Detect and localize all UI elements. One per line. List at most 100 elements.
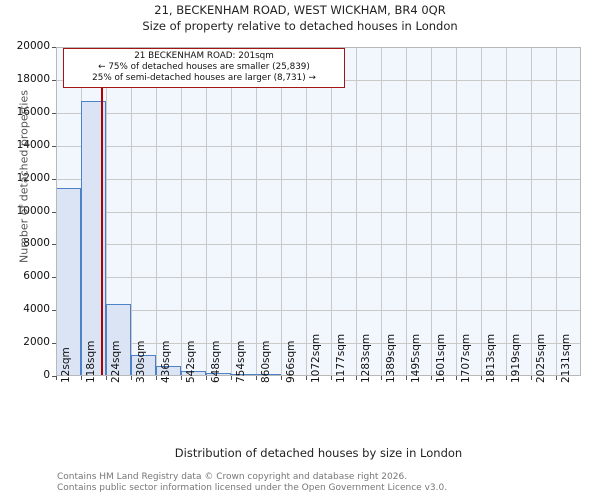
- chart-title-block: 21, BECKENHAM ROAD, WEST WICKHAM, BR4 0Q…: [0, 2, 600, 34]
- gridline-vertical: [531, 47, 532, 376]
- x-axis-tick-label: 2025sqm: [535, 333, 547, 383]
- y-axis-tick-mark: [52, 47, 56, 48]
- x-axis-tick-mark: [231, 376, 232, 380]
- x-axis-tick-mark: [381, 376, 382, 380]
- y-axis-tick-label: 2000: [23, 336, 50, 349]
- x-axis-tick-mark: [106, 376, 107, 380]
- annotation-line-1: 21 BECKENHAM ROAD: 201sqm: [134, 51, 274, 61]
- y-axis-tick-label: 10000: [16, 204, 50, 217]
- chart-title-primary: 21, BECKENHAM ROAD, WEST WICKHAM, BR4 0Q…: [154, 3, 446, 17]
- x-axis-tick-mark: [431, 376, 432, 380]
- gridline-vertical: [206, 47, 207, 376]
- x-axis-tick-mark: [181, 376, 182, 380]
- gridline-horizontal: [56, 211, 581, 213]
- x-axis-tick-mark: [556, 376, 557, 380]
- x-axis-tick-label: 1919sqm: [510, 333, 522, 383]
- gridline-horizontal: [56, 310, 581, 312]
- gridline-vertical: [381, 47, 382, 376]
- y-axis-tick-label: 0: [43, 369, 50, 381]
- x-axis-tick-label: 1813sqm: [485, 333, 497, 383]
- y-axis-tick-mark: [52, 376, 56, 377]
- x-axis-tick-label: 330sqm: [135, 340, 147, 383]
- x-axis-tick-mark: [56, 376, 57, 380]
- property-marker-line: [100, 47, 103, 376]
- x-axis-tick-label: 1072sqm: [310, 333, 322, 383]
- x-axis-tick-label: 12sqm: [60, 347, 72, 383]
- gridline-vertical: [356, 47, 357, 376]
- y-axis-tick-mark: [52, 244, 56, 246]
- y-axis-tick-label: 16000: [16, 105, 50, 118]
- y-axis-tick-label: 12000: [16, 171, 50, 184]
- x-axis-tick-label: 1707sqm: [460, 333, 472, 383]
- x-axis-tick-label: 966sqm: [285, 340, 297, 383]
- y-axis-tick-label: 20000: [16, 40, 50, 52]
- y-axis-tick-mark: [52, 112, 56, 114]
- x-axis-tick-mark: [206, 376, 207, 380]
- gridline-horizontal: [56, 112, 581, 114]
- x-axis-tick-label: 2131sqm: [560, 333, 572, 383]
- gridline-vertical: [156, 47, 157, 376]
- x-axis-tick-mark: [356, 376, 357, 380]
- annotation-line-3: 25% of semi-detached houses are larger (…: [92, 73, 316, 83]
- gridline-horizontal: [56, 244, 581, 246]
- chart-title-secondary: Size of property relative to detached ho…: [142, 19, 458, 33]
- y-axis-tick-mark: [52, 277, 56, 279]
- x-axis-tick-label: 542sqm: [185, 340, 197, 383]
- gridline-horizontal: [56, 277, 581, 279]
- plot-area: [56, 47, 581, 376]
- x-axis-tick-label: 1601sqm: [435, 333, 447, 383]
- footer-line-1: Contains HM Land Registry data © Crown c…: [57, 472, 408, 482]
- gridline-vertical: [331, 47, 332, 376]
- histogram-bar: [106, 303, 131, 376]
- x-axis-tick-label: 1389sqm: [385, 333, 397, 383]
- y-axis-tick-mark: [52, 145, 56, 147]
- y-axis-tick-mark: [52, 343, 56, 345]
- x-axis-tick-mark: [406, 376, 407, 380]
- gridline-vertical: [456, 47, 457, 376]
- x-axis-tick-mark: [306, 376, 307, 380]
- y-axis-tick-label: 18000: [16, 72, 50, 85]
- x-axis-tick-label: 860sqm: [260, 340, 272, 383]
- gridline-vertical: [431, 47, 432, 376]
- gridline-horizontal: [56, 145, 581, 147]
- gridline-vertical: [406, 47, 407, 376]
- gridline-vertical: [181, 47, 182, 376]
- x-axis-tick-mark: [531, 376, 532, 380]
- annotation-line-2: ← 75% of detached houses are smaller (25…: [98, 62, 310, 72]
- y-axis-tick-label: 8000: [23, 237, 50, 250]
- gridline-vertical: [556, 47, 557, 376]
- gridline-vertical: [306, 47, 307, 376]
- x-axis-title: Distribution of detached houses by size …: [174, 446, 463, 460]
- y-axis-tick-label: 4000: [23, 303, 50, 316]
- marker-annotation-box: 21 BECKENHAM ROAD: 201sqm ← 75% of detac…: [63, 48, 345, 88]
- y-axis-tick-label: 6000: [23, 270, 50, 283]
- x-axis-tick-mark: [331, 376, 332, 380]
- x-axis-tick-mark: [506, 376, 507, 380]
- gridline-vertical: [506, 47, 507, 376]
- x-axis-tick-label: 118sqm: [85, 340, 97, 383]
- gridline-vertical: [281, 47, 282, 376]
- y-axis-tick-mark: [52, 79, 56, 81]
- x-axis-tick-label: 648sqm: [210, 340, 222, 383]
- x-axis-tick-label: 1283sqm: [360, 333, 372, 383]
- gridline-vertical: [481, 47, 482, 376]
- x-axis-tick-mark: [456, 376, 457, 380]
- x-axis-tick-label: 436sqm: [160, 340, 172, 383]
- gridline-vertical: [131, 47, 132, 376]
- y-axis-tick-mark: [52, 211, 56, 213]
- gridline-vertical: [231, 47, 232, 376]
- x-axis-tick-mark: [256, 376, 257, 380]
- gridline-horizontal: [56, 343, 581, 345]
- footer-line-2: Contains public sector information licen…: [57, 483, 448, 493]
- x-axis-tick-mark: [131, 376, 132, 380]
- x-axis-tick-mark: [156, 376, 157, 380]
- y-axis-title: Number of detached properties: [17, 90, 31, 263]
- x-axis-tick-mark: [281, 376, 282, 380]
- gridline-horizontal: [56, 178, 581, 180]
- x-axis-tick-mark: [481, 376, 482, 380]
- x-axis-tick-label: 1177sqm: [335, 333, 347, 383]
- y-axis-tick-mark: [52, 178, 56, 180]
- footer-attribution: Contains HM Land Registry data © Crown c…: [57, 472, 597, 494]
- gridline-vertical: [106, 47, 107, 376]
- x-axis-tick-label: 1495sqm: [410, 333, 422, 383]
